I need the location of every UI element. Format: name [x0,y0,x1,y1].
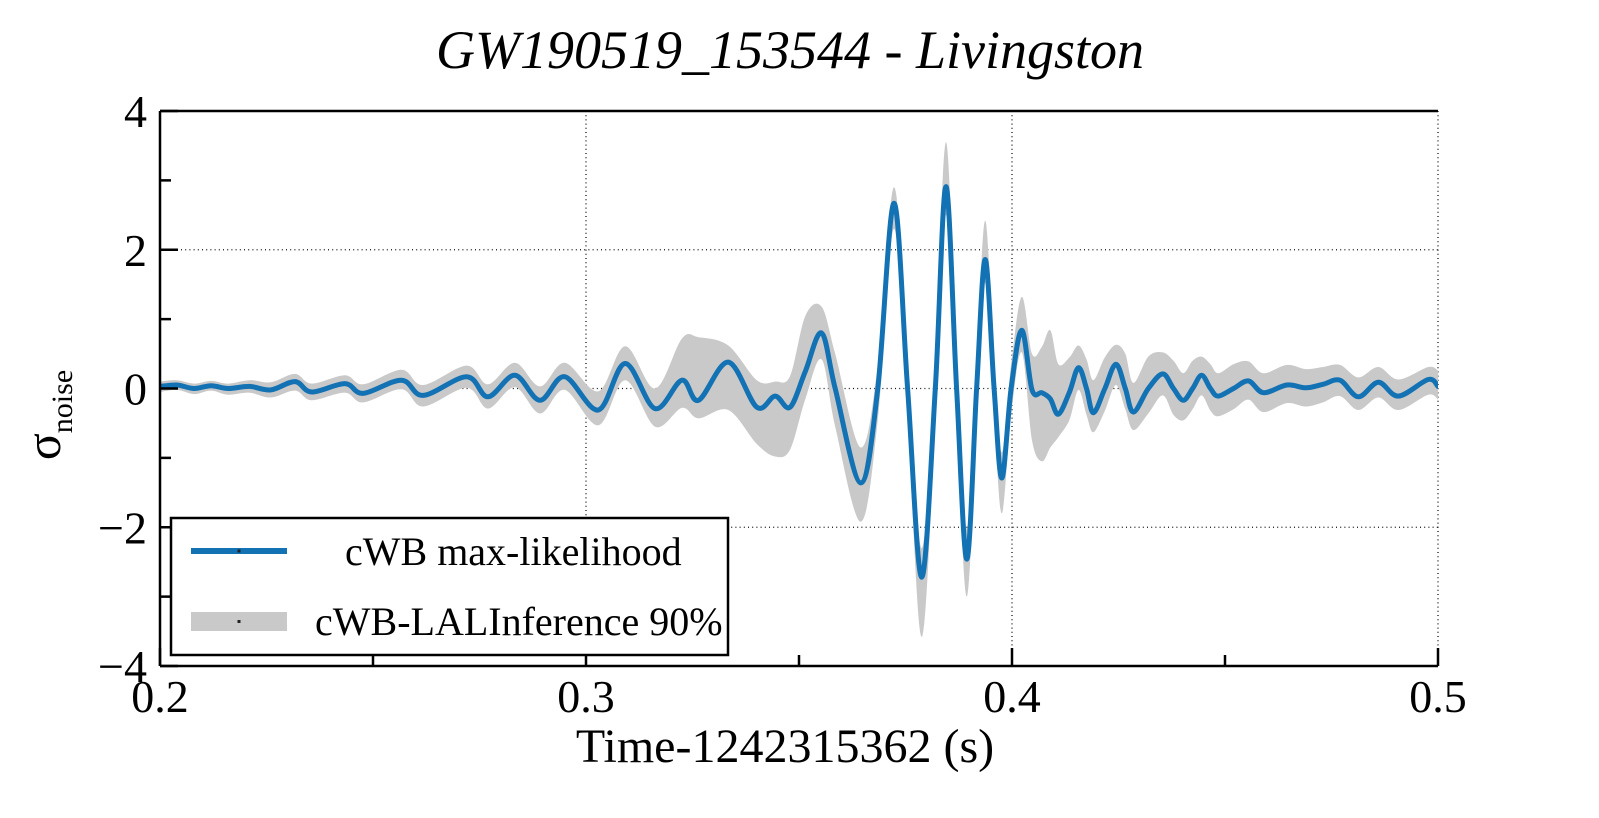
x-axis-label: Time-1242315362 (s) [576,720,994,773]
y-axis-symbol: σ [15,433,71,460]
x-tick-label: 0.5 [1409,671,1467,722]
y-tick-label: 0 [124,364,147,415]
waveform-line [160,184,1438,580]
y-tick-label: 4 [124,86,147,137]
x-tick-labels: 0.2 0.3 0.4 0.5 [131,671,1467,722]
legend-label-line: cWB max-likelihood [345,529,682,574]
y-tick-label: 2 [124,225,147,276]
chart-title: GW190519_153544 - Livingston [436,20,1144,80]
y-tick-labels: 4 2 0 −2 −4 [98,86,147,692]
legend-box [169,516,730,657]
y-tick-label: −2 [98,502,147,553]
y-tick-label: −4 [98,641,147,692]
x-tick-label: 0.4 [983,671,1041,722]
y-axis-label: σnoise [15,370,79,460]
legend-label-band: cWB-LALInference 90% [315,599,723,644]
y-axis-subscript: noise [46,370,79,433]
legend: cWB max-likelihood cWB-LALInference 90% [169,516,730,657]
legend-marker-dot [237,620,241,623]
x-tick-label: 0.2 [131,671,189,722]
x-tick-label: 0.3 [557,671,615,722]
legend-marker-dot [237,549,241,553]
